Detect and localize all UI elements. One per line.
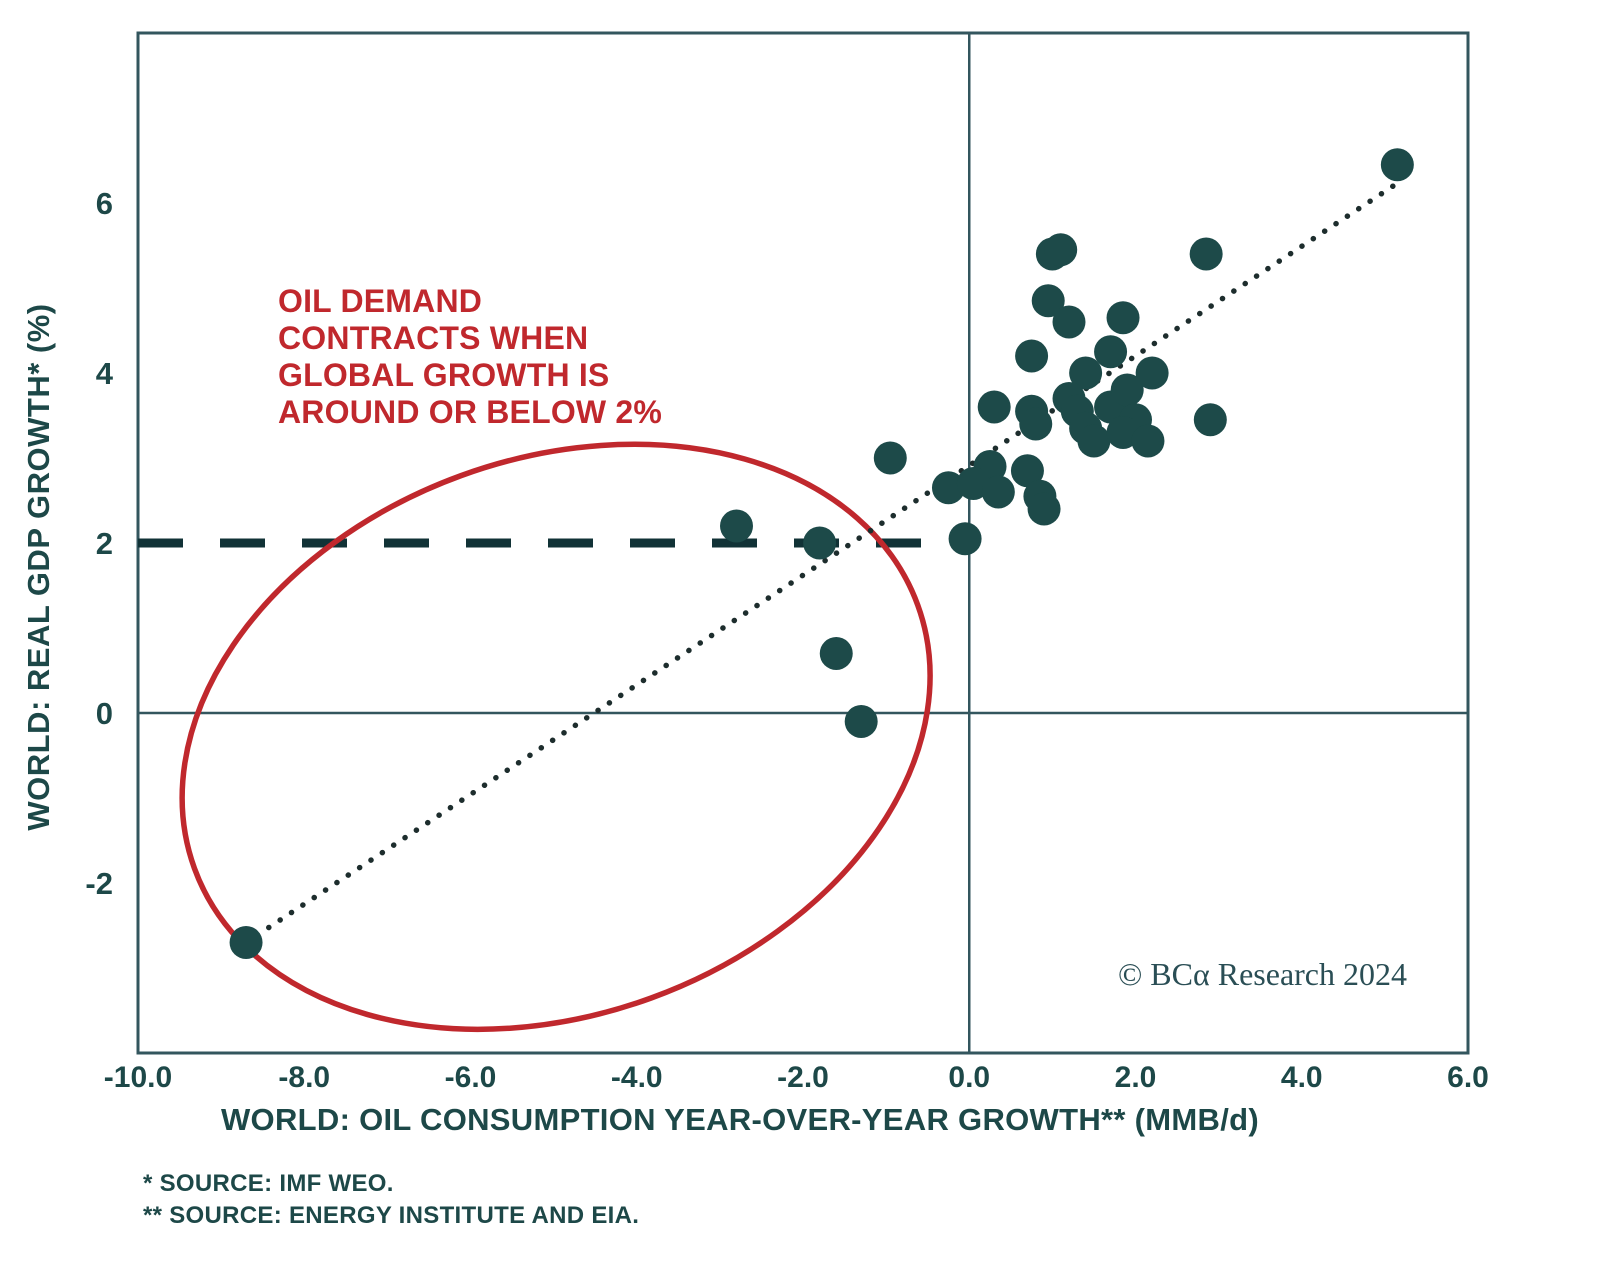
data-point <box>720 509 753 543</box>
data-point <box>1135 356 1169 390</box>
data-point <box>977 390 1011 424</box>
y-tick-label: 6 <box>96 186 113 221</box>
x-tick-label: 6.0 <box>1447 1061 1489 1094</box>
data-point <box>1027 492 1061 526</box>
highlight-ellipse <box>179 441 933 1033</box>
watermark-bca-research: © BCα Research 2024 <box>1117 956 1407 992</box>
data-point <box>229 926 263 959</box>
x-tick-label: -2.0 <box>777 1061 829 1094</box>
x-tick-labels: -10.0 -8.0 -6.0 -4.0 -2.0 0.0 2.0 4.0 6.0 <box>104 1061 1489 1094</box>
data-point <box>1052 305 1086 339</box>
data-point <box>1193 403 1227 437</box>
data-point <box>1077 424 1111 458</box>
y-tick-label: 0 <box>96 696 113 731</box>
x-tick-label: -10.0 <box>104 1061 172 1094</box>
data-point <box>1094 335 1128 369</box>
data-point <box>956 467 990 500</box>
x-tick-label: -4.0 <box>611 1061 663 1094</box>
data-point <box>1106 416 1140 449</box>
data-point <box>1380 148 1414 182</box>
y-tick-labels: 6 4 2 0 -2 <box>85 186 113 901</box>
data-point <box>1106 301 1140 335</box>
trend-line <box>243 183 1396 946</box>
data-point <box>1010 454 1044 488</box>
data-points-group <box>229 148 1414 959</box>
x-tick-label: 0.0 <box>948 1061 990 1094</box>
highlight-ellipse-shape <box>179 441 933 1033</box>
data-point <box>1044 233 1078 267</box>
data-point <box>819 637 853 670</box>
x-tick-label: -8.0 <box>278 1061 330 1094</box>
data-point <box>1069 356 1103 390</box>
data-point <box>844 705 878 738</box>
data-point <box>1131 424 1165 458</box>
data-point <box>1031 284 1065 318</box>
data-point <box>981 475 1015 509</box>
data-point <box>873 441 907 475</box>
y-axis-title: WORLD: REAL GDP GROWTH* (%) <box>21 303 56 831</box>
data-point <box>1015 339 1049 373</box>
y-tick-label: 2 <box>96 526 113 561</box>
data-point <box>1019 407 1053 441</box>
y-tick-label: -2 <box>85 866 113 901</box>
data-point <box>1189 237 1223 271</box>
x-axis-title: WORLD: OIL CONSUMPTION YEAR-OVER-YEAR GR… <box>220 1102 1260 1137</box>
data-point <box>948 522 982 556</box>
x-tick-label: 2.0 <box>1115 1061 1157 1094</box>
x-tick-label: 4.0 <box>1281 1061 1323 1094</box>
y-tick-label: 4 <box>96 356 114 391</box>
footnote-source-1: * SOURCE: IMF WEO. <box>143 1170 394 1197</box>
data-point <box>803 526 837 560</box>
footnote-source-2: ** SOURCE: ENERGY INSTITUTE AND EIA. <box>143 1202 640 1229</box>
data-point <box>931 471 965 505</box>
x-tick-label: -6.0 <box>445 1061 497 1094</box>
trend-dotted-line <box>243 183 1396 946</box>
data-point <box>1110 373 1144 407</box>
annotation-oil-demand: OIL DEMAND CONTRACTS WHEN GLOBAL GROWTH … <box>278 283 663 430</box>
